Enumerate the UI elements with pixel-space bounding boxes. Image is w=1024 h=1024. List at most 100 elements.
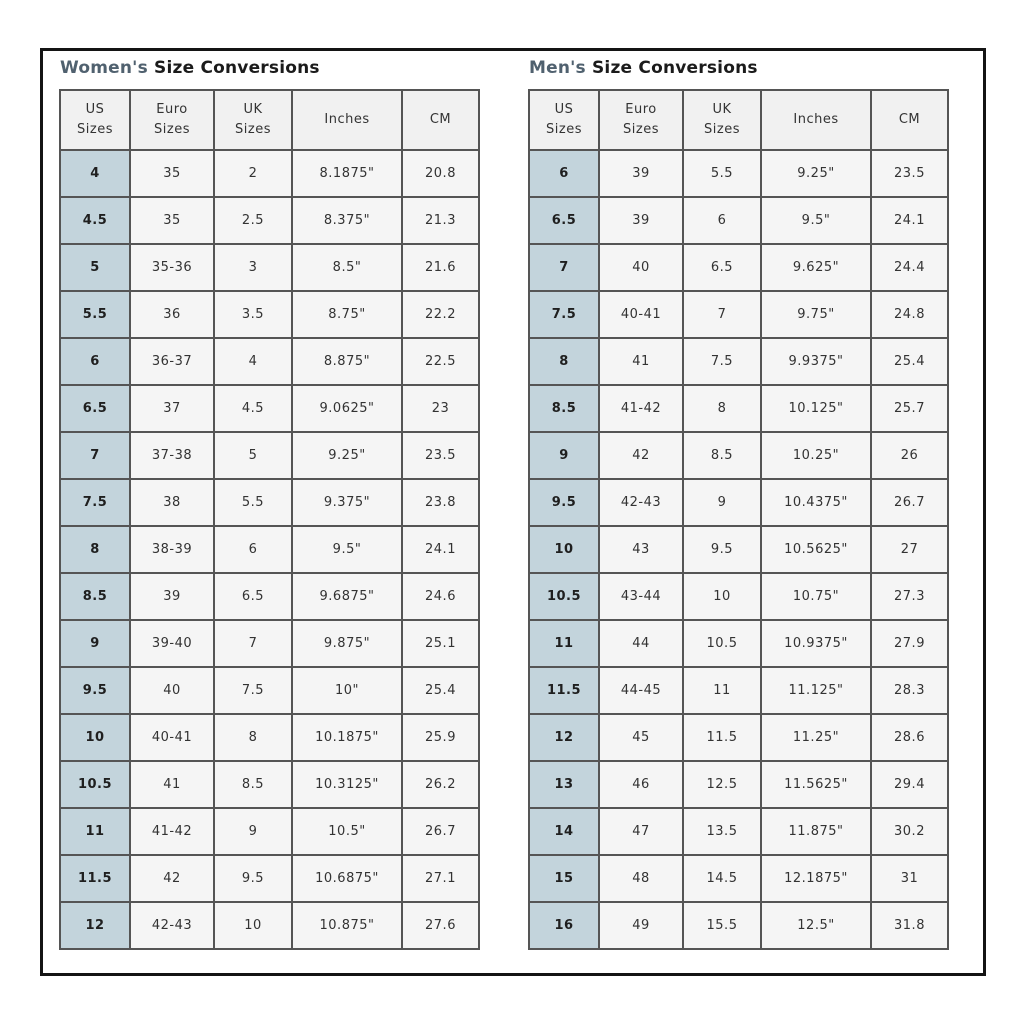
table-cell: 9 bbox=[213, 807, 293, 856]
table-cell: 41-42 bbox=[129, 807, 215, 856]
us-size-cell: 11.5 bbox=[528, 666, 600, 715]
table-cell: 28.3 bbox=[870, 666, 949, 715]
us-size-cell: 10 bbox=[528, 525, 600, 574]
table-cell: 27 bbox=[870, 525, 949, 574]
table-cell: 10.875" bbox=[291, 901, 403, 950]
us-size-cell: 10.5 bbox=[59, 760, 131, 809]
table-row: 15 48 14.5 12.1875" 31 bbox=[528, 854, 949, 903]
table-cell: 24.4 bbox=[870, 243, 949, 292]
table-cell: 9.5 bbox=[682, 525, 762, 574]
table-row: 7 37-38 5 9.25" 23.5 bbox=[59, 431, 480, 480]
us-size-cell: 9.5 bbox=[59, 666, 131, 715]
table-cell: 39-40 bbox=[129, 619, 215, 668]
table-cell: 11 bbox=[682, 666, 762, 715]
womens-size-section: Women's Size Conversions US Sizes Euro Si… bbox=[59, 58, 480, 950]
table-cell: 40-41 bbox=[129, 713, 215, 762]
column-header: Euro Sizes bbox=[598, 89, 684, 151]
table-row: 9.5 42-43 9 10.4375" 26.7 bbox=[528, 478, 949, 527]
table-cell: 9.9375" bbox=[760, 337, 872, 386]
table-cell: 8.5 bbox=[682, 431, 762, 480]
table-cell: 8.5 bbox=[213, 760, 293, 809]
table-row: 10 43 9.5 10.5625" 27 bbox=[528, 525, 949, 574]
table-cell: 21.6 bbox=[401, 243, 480, 292]
table-cell: 39 bbox=[598, 196, 684, 245]
table-cell: 44-45 bbox=[598, 666, 684, 715]
table-cell: 22.2 bbox=[401, 290, 480, 339]
us-size-cell: 8.5 bbox=[528, 384, 600, 433]
table-cell: 4.5 bbox=[213, 384, 293, 433]
us-size-cell: 14 bbox=[528, 807, 600, 856]
table-cell: 10.125" bbox=[760, 384, 872, 433]
table-cell: 45 bbox=[598, 713, 684, 762]
us-size-cell: 4 bbox=[59, 149, 131, 198]
table-cell: 42-43 bbox=[598, 478, 684, 527]
table-row: 12 45 11.5 11.25" 28.6 bbox=[528, 713, 949, 762]
table-row: 11.5 44-45 11 11.125" 28.3 bbox=[528, 666, 949, 715]
mens-header-row: US Sizes Euro Sizes UK Sizes Inches CM bbox=[528, 89, 949, 151]
table-cell: 10" bbox=[291, 666, 403, 715]
table-cell: 25.1 bbox=[401, 619, 480, 668]
table-row: 8.5 41-42 8 10.125" 25.7 bbox=[528, 384, 949, 433]
table-cell: 9.625" bbox=[760, 243, 872, 292]
table-row: 11 44 10.5 10.9375" 27.9 bbox=[528, 619, 949, 668]
table-cell: 23 bbox=[401, 384, 480, 433]
us-size-cell: 7 bbox=[59, 431, 131, 480]
table-cell: 36-37 bbox=[129, 337, 215, 386]
womens-title-rest: Size Conversions bbox=[147, 58, 320, 78]
table-cell: 6.5 bbox=[213, 572, 293, 621]
table-cell: 36 bbox=[129, 290, 215, 339]
table-cell: 10.5625" bbox=[760, 525, 872, 574]
table-cell: 26 bbox=[870, 431, 949, 480]
table-cell: 10.25" bbox=[760, 431, 872, 480]
table-cell: 11.5625" bbox=[760, 760, 872, 809]
table-row: 4.5 35 2.5 8.375" 21.3 bbox=[59, 196, 480, 245]
column-header: US Sizes bbox=[528, 89, 600, 151]
table-cell: 9.5" bbox=[291, 525, 403, 574]
table-cell: 9.0625" bbox=[291, 384, 403, 433]
table-row: 7.5 40-41 7 9.75" 24.8 bbox=[528, 290, 949, 339]
mens-table-body: 6 39 5.5 9.25" 23.5 6.5 39 6 9.5" 24.1 7 40 6.5 9.625… bbox=[528, 149, 949, 950]
us-size-cell: 11 bbox=[59, 807, 131, 856]
table-cell: 42-43 bbox=[129, 901, 215, 950]
column-header: US Sizes bbox=[59, 89, 131, 151]
table-cell: 39 bbox=[129, 572, 215, 621]
table-cell: 3.5 bbox=[213, 290, 293, 339]
table-cell: 10.6875" bbox=[291, 854, 403, 903]
table-row: 5 35-36 3 8.5" 21.6 bbox=[59, 243, 480, 292]
mens-title-rest: Size Conversions bbox=[585, 58, 758, 78]
table-cell: 8.875" bbox=[291, 337, 403, 386]
column-header: UK Sizes bbox=[682, 89, 762, 151]
table-row: 11 41-42 9 10.5" 26.7 bbox=[59, 807, 480, 856]
table-cell: 9 bbox=[682, 478, 762, 527]
table-cell: 9.25" bbox=[760, 149, 872, 198]
table-cell: 43 bbox=[598, 525, 684, 574]
table-row: 9 42 8.5 10.25" 26 bbox=[528, 431, 949, 480]
table-cell: 23.8 bbox=[401, 478, 480, 527]
table-cell: 41 bbox=[598, 337, 684, 386]
table-cell: 6.5 bbox=[682, 243, 762, 292]
table-row: 6.5 39 6 9.5" 24.1 bbox=[528, 196, 949, 245]
us-size-cell: 8.5 bbox=[59, 572, 131, 621]
table-row: 4 35 2 8.1875" 20.8 bbox=[59, 149, 480, 198]
table-cell: 11.125" bbox=[760, 666, 872, 715]
us-size-cell: 6 bbox=[528, 149, 600, 198]
table-cell: 40 bbox=[129, 666, 215, 715]
table-cell: 10.5" bbox=[291, 807, 403, 856]
column-header: Inches bbox=[291, 89, 403, 151]
table-cell: 12.1875" bbox=[760, 854, 872, 903]
table-cell: 27.6 bbox=[401, 901, 480, 950]
table-cell: 41 bbox=[129, 760, 215, 809]
table-cell: 11.25" bbox=[760, 713, 872, 762]
us-size-cell: 15 bbox=[528, 854, 600, 903]
womens-table-body: 4 35 2 8.1875" 20.8 4.5 35 2.5 8.375" 21.3 5 35-36 3… bbox=[59, 149, 480, 950]
table-row: 8 38-39 6 9.5" 24.1 bbox=[59, 525, 480, 574]
us-size-cell: 12 bbox=[528, 713, 600, 762]
column-header: Euro Sizes bbox=[129, 89, 215, 151]
table-cell: 12.5 bbox=[682, 760, 762, 809]
table-cell: 8.5" bbox=[291, 243, 403, 292]
table-cell: 14.5 bbox=[682, 854, 762, 903]
mens-size-section: Men's Size Conversions US Sizes Euro Size… bbox=[528, 58, 949, 950]
table-row: 7.5 38 5.5 9.375" 23.8 bbox=[59, 478, 480, 527]
table-cell: 5.5 bbox=[213, 478, 293, 527]
table-cell: 40-41 bbox=[598, 290, 684, 339]
